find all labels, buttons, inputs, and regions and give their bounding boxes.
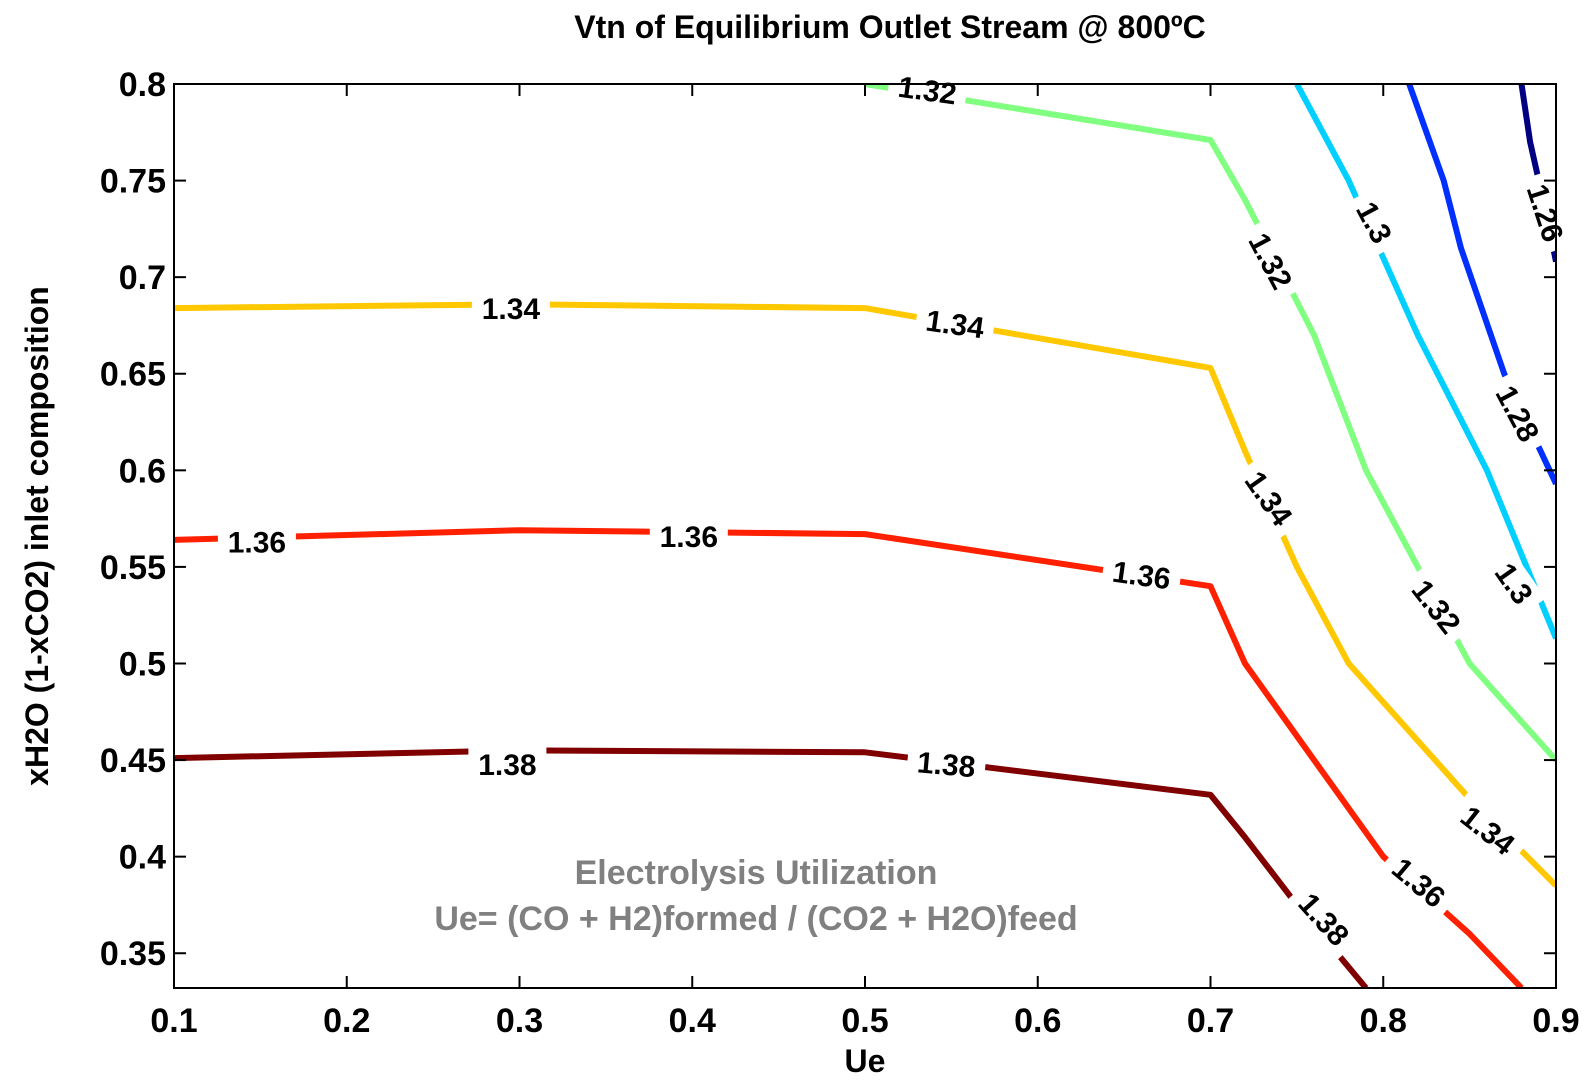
- contour-label: 1.32: [1234, 218, 1305, 306]
- contour-label-bg: [1396, 565, 1475, 650]
- contour-label-text: 1.34: [924, 305, 987, 346]
- contour-label: 1.26: [1513, 170, 1575, 257]
- contour-label: 1.28: [1481, 370, 1552, 458]
- contour-label-bg: [1479, 548, 1546, 621]
- y-tick-label: 0.45: [100, 742, 166, 780]
- x-tick-label: 0.8: [1360, 1002, 1407, 1040]
- contour-label: 1.32: [1396, 565, 1475, 650]
- contour-label-bg: [905, 743, 987, 789]
- contour-label: 1.34: [471, 291, 550, 329]
- contour-label-bg: [1481, 370, 1552, 458]
- contour-label-bg: [649, 518, 728, 557]
- y-tick-label: 0.7: [119, 259, 166, 297]
- x-tick-label: 0.1: [150, 1002, 197, 1040]
- contour-label-text: 1.34: [482, 293, 541, 326]
- x-axis: 0.1 0.2 0.3 0.4 0.5 0.6 0.7 0.8 0.9: [150, 84, 1580, 1040]
- contour-label-bg: [1100, 552, 1183, 601]
- contour-label: 1.34: [913, 301, 997, 350]
- contour-label-text: 1.26: [1520, 180, 1569, 246]
- contour-label-text: 1.36: [1110, 556, 1172, 597]
- x-tick-label: 0.6: [1014, 1002, 1061, 1040]
- contour-label-text: 1.38: [478, 749, 536, 782]
- x-tick-label: 0.3: [496, 1002, 543, 1040]
- contour-label-bg: [217, 524, 296, 563]
- contour-label: 1.3: [1479, 548, 1546, 621]
- y-tick-label: 0.8: [119, 66, 166, 104]
- contour-label-bg: [1282, 878, 1364, 963]
- contour-label-bg: [1375, 844, 1460, 924]
- contour-label-bg: [885, 67, 969, 116]
- contour-label-bg: [471, 291, 550, 329]
- chart-title: Vtn of Equilibrium Outlet Stream @ 800ºC: [574, 9, 1205, 45]
- contour-label: 1.34: [1444, 792, 1530, 871]
- contour-label: 1.3: [1341, 187, 1404, 259]
- contour-label-bg: [1513, 170, 1575, 257]
- contour-label-text: 1.32: [896, 71, 958, 112]
- y-tick-label: 0.5: [119, 645, 166, 683]
- contour-label-bg: [468, 746, 547, 785]
- contour-label-bg: [1341, 187, 1404, 259]
- contour-label-bg: [1234, 218, 1305, 306]
- y-tick-label: 0.65: [100, 356, 166, 394]
- x-tick-label: 0.4: [669, 1002, 716, 1040]
- y-tick-label: 0.4: [119, 839, 166, 877]
- contour-label: 1.36: [1100, 552, 1183, 601]
- contour-label: 1.38: [905, 743, 987, 789]
- annotation-line-1: Electrolysis Utilization: [575, 854, 938, 892]
- contour-label: 1.34: [1229, 456, 1306, 543]
- x-tick-label: 0.2: [323, 1002, 370, 1040]
- contour-label: 1.38: [468, 746, 547, 785]
- y-tick-label: 0.6: [119, 452, 166, 490]
- y-tick-label: 0.35: [100, 935, 166, 973]
- contour-label-text: 1.38: [916, 746, 977, 784]
- y-tick-label: 0.75: [100, 163, 166, 201]
- contour-label-text: 1.36: [660, 521, 718, 554]
- annotation-line-2: Ue= (CO + H2)formed / (CO2 + H2O)feed: [434, 900, 1077, 938]
- contour-label: 1.36: [217, 524, 296, 563]
- plot-area: 1.38 1.381.381.36 1.361.361.361.34 1.341.34…: [174, 67, 1575, 988]
- x-tick-label: 0.5: [841, 1002, 888, 1040]
- contour-line-1-3: [1294, 84, 1556, 640]
- x-axis-label: Ue: [845, 1043, 886, 1079]
- y-axis: 0.35 0.4 0.45 0.5 0.55 0.6 0.65 0.7 0.75 0.8: [100, 66, 1556, 973]
- y-tick-label: 0.55: [100, 549, 166, 587]
- x-tick-label: 0.9: [1532, 1002, 1579, 1040]
- contour-label-bg: [1444, 792, 1530, 871]
- contour-label-bg: [1229, 456, 1306, 543]
- contour-line-1-32: [864, 84, 1556, 763]
- contour-label-bg: [913, 301, 997, 350]
- x-tick-label: 0.7: [1187, 1002, 1234, 1040]
- contour-label: 1.32: [885, 67, 969, 116]
- contour-line-1-34: [174, 301, 1556, 888]
- contour-label: 1.36: [649, 518, 728, 557]
- y-axis-label: xH2O (1-xCO2) inlet composition: [19, 286, 55, 786]
- contour-label-text: 1.36: [228, 527, 286, 560]
- contour-label: 1.38: [1282, 878, 1364, 963]
